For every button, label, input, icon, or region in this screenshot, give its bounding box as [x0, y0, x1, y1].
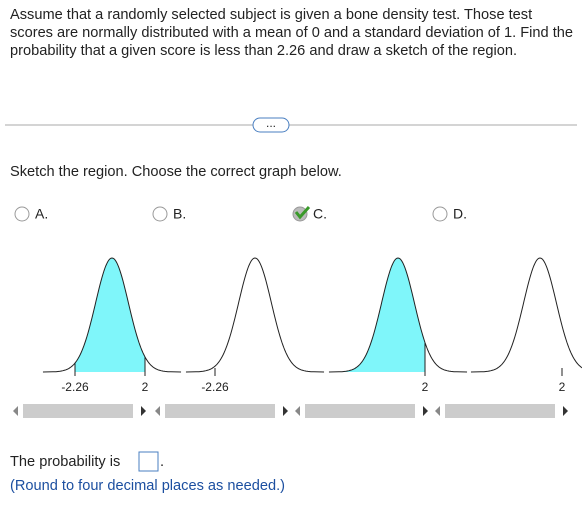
question-text: Assume that a randomly selected subject … — [10, 7, 573, 59]
normal-curve — [185, 257, 325, 373]
answer-note: (Round to four decimal places as needed.… — [10, 478, 285, 494]
radio[interactable] — [14, 206, 30, 222]
scroll-left[interactable] — [13, 406, 18, 416]
scroll-left[interactable] — [295, 406, 300, 416]
check-mark — [294, 205, 311, 220]
shaded-region — [340, 258, 425, 372]
scroll-right[interactable] — [563, 406, 568, 416]
scroll-left[interactable] — [435, 406, 440, 416]
answer-prefix: The probability is — [10, 454, 120, 470]
more-button[interactable] — [252, 117, 290, 133]
tick-label: 2 — [422, 380, 429, 394]
option-label: A. — [35, 206, 48, 222]
option-label: B. — [173, 206, 186, 222]
tick-label: -2.26 — [201, 380, 229, 394]
prompt: Sketch the region. Choose the correct gr… — [10, 164, 342, 180]
normal-curve — [42, 257, 182, 373]
option-label: D. — [453, 206, 467, 222]
answer-suffix: . — [160, 454, 164, 470]
tick-label: 2 — [142, 380, 149, 394]
tick-label: -2.26 — [61, 380, 89, 394]
radio[interactable] — [432, 206, 448, 222]
more-button-label: ... — [266, 116, 276, 130]
radio[interactable] — [152, 206, 168, 222]
scroll-right[interactable] — [423, 406, 428, 416]
option-label: C. — [313, 206, 327, 222]
scroll-track[interactable] — [165, 404, 275, 418]
tick-label: 2 — [559, 380, 566, 394]
scroll-left[interactable] — [155, 406, 160, 416]
scroll-track[interactable] — [445, 404, 555, 418]
normal-curve — [470, 257, 582, 373]
scroll-track[interactable] — [305, 404, 415, 418]
shaded-region — [75, 258, 145, 372]
scroll-track[interactable] — [23, 404, 133, 418]
scroll-right[interactable] — [283, 406, 288, 416]
scroll-right[interactable] — [141, 406, 146, 416]
normal-curve — [328, 257, 468, 373]
answer-input[interactable] — [138, 451, 159, 472]
radio[interactable] — [292, 206, 308, 222]
